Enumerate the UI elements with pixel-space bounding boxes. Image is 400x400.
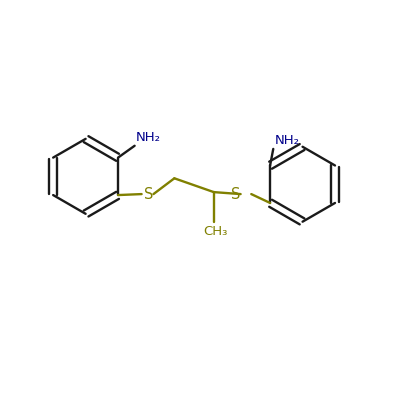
Text: S: S (144, 186, 153, 202)
Text: NH₂: NH₂ (136, 131, 161, 144)
Text: NH₂: NH₂ (275, 134, 300, 147)
Text: S: S (231, 186, 241, 202)
Text: CH₃: CH₃ (204, 225, 228, 238)
